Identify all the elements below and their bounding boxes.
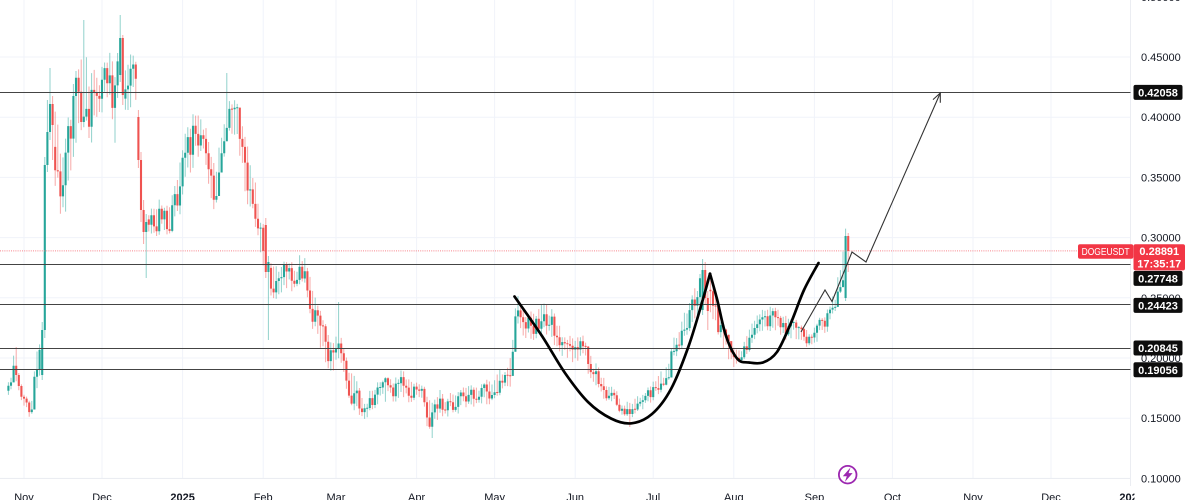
svg-text:Oct: Oct [884,492,901,500]
svg-text:0.28891: 0.28891 [1139,246,1179,258]
svg-text:0.45000: 0.45000 [1141,52,1181,64]
svg-text:0.20000: 0.20000 [1141,353,1181,365]
svg-text:Feb: Feb [254,492,273,500]
svg-text:Sep: Sep [805,492,825,500]
svg-text:0.19056: 0.19056 [1138,365,1178,377]
svg-text:0.10000: 0.10000 [1141,473,1181,485]
svg-text:2025: 2025 [170,492,194,500]
svg-text:Dec: Dec [1041,492,1061,500]
svg-text:DOGEUSDT: DOGEUSDT [1082,246,1130,258]
svg-text:2026: 2026 [1119,492,1143,500]
svg-text:0.40000: 0.40000 [1141,112,1181,124]
svg-text:0.15000: 0.15000 [1141,413,1181,425]
svg-text:0.24423: 0.24423 [1138,300,1178,312]
svg-text:17:35:17: 17:35:17 [1137,258,1181,270]
svg-text:Nov: Nov [963,492,983,500]
svg-text:0.27748: 0.27748 [1138,273,1178,285]
svg-text:Aug: Aug [724,492,744,500]
svg-text:Jun: Jun [566,492,584,500]
svg-text:Nov: Nov [14,492,34,500]
svg-text:0.35000: 0.35000 [1141,172,1181,184]
svg-text:0.30000: 0.30000 [1141,233,1181,245]
svg-text:0.20845: 0.20845 [1138,343,1178,355]
svg-text:Apr: Apr [408,492,425,500]
svg-text:May: May [484,492,505,500]
svg-text:Jul: Jul [646,492,660,500]
svg-text:Mar: Mar [327,492,346,500]
svg-text:Dec: Dec [92,492,112,500]
svg-text:0.42058: 0.42058 [1138,87,1178,99]
